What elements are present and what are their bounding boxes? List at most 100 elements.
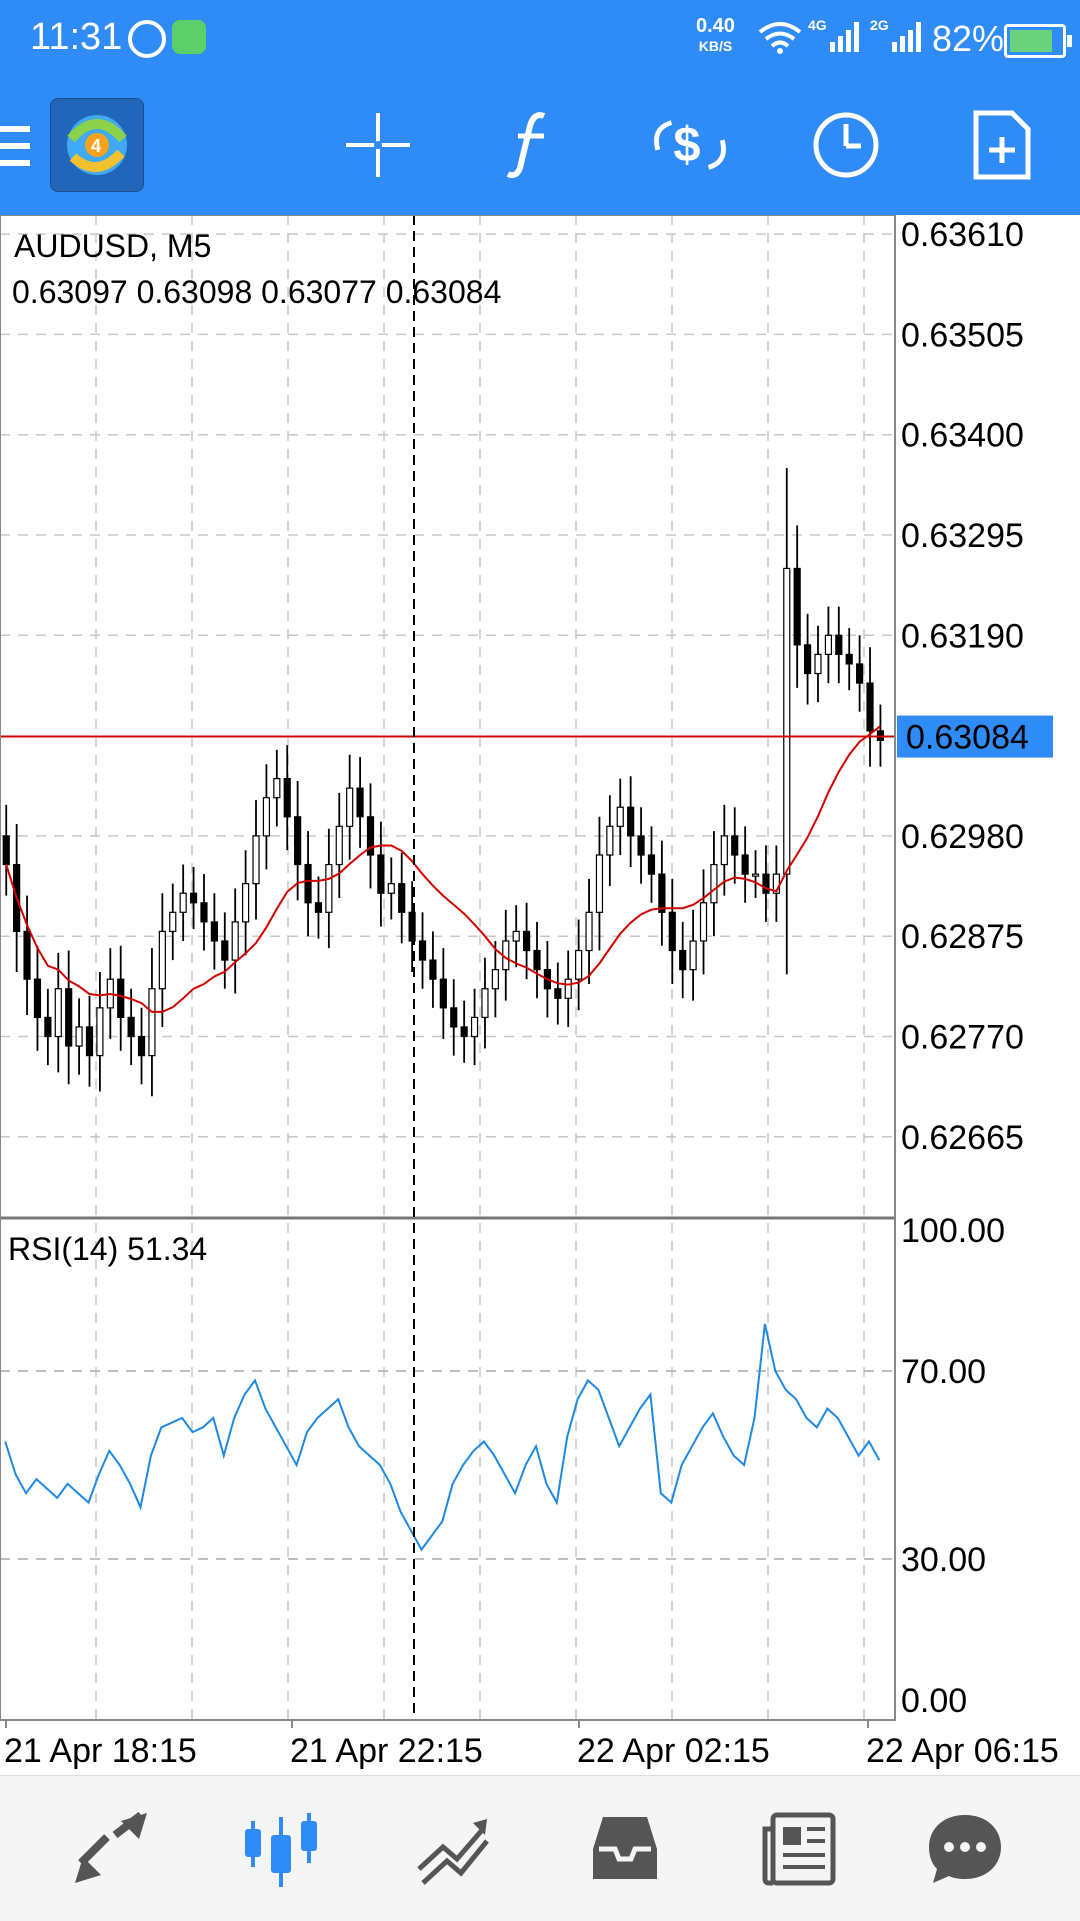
- rsi-tick-label: 0.00: [901, 1682, 967, 1720]
- clock-icon: [813, 112, 879, 178]
- candle-body: [460, 1026, 468, 1038]
- candle-body: [658, 873, 666, 913]
- price-tick-label: 0.63505: [901, 316, 1024, 354]
- status-time: 11:31: [30, 16, 123, 58]
- candle-body: [408, 911, 416, 942]
- candle-body: [242, 883, 250, 923]
- candle-body: [429, 959, 437, 980]
- menu-icon[interactable]: [0, 122, 34, 170]
- indicators-icon: [506, 112, 546, 179]
- candle-body: [418, 940, 427, 961]
- chart-area[interactable]: 0.63084 0.63610 0.63505 0.63400 0.63295 0.63…: [0, 214, 1080, 1775]
- candle-body: [262, 797, 271, 837]
- candle-body: [231, 921, 239, 961]
- candle-body: [398, 883, 406, 913]
- news-icon: [762, 1812, 836, 1886]
- candle-body: [512, 930, 520, 942]
- candle-body: [710, 863, 718, 904]
- crosshair-button[interactable]: [338, 105, 418, 185]
- candle-body: [179, 892, 187, 913]
- svg-text:4G: 4G: [808, 17, 827, 33]
- candle-body: [491, 969, 499, 990]
- candle-body: [252, 835, 260, 885]
- candle-body: [377, 854, 385, 894]
- candle-body: [450, 1007, 458, 1028]
- price-axis: 0.63610 0.63505 0.63400 0.63295 0.63190 0.629…: [901, 216, 1024, 1157]
- app-logo-icon[interactable]: 4: [50, 98, 144, 192]
- candle-body: [54, 988, 62, 1038]
- quotes-icon: [75, 1811, 147, 1883]
- rsi-tick-label: 70.00: [901, 1353, 986, 1391]
- candle-body: [273, 777, 281, 799]
- candle-body: [470, 1016, 479, 1038]
- wifi-icon: [758, 22, 802, 54]
- candle-body: [44, 1016, 52, 1038]
- candle-body: [96, 1007, 104, 1057]
- candle-body: [679, 949, 687, 971]
- candle-body: [856, 663, 864, 684]
- candle-body: [533, 949, 541, 971]
- candle-body: [751, 873, 760, 877]
- candle-body: [335, 825, 343, 866]
- indicators-button[interactable]: [494, 105, 574, 185]
- alarm-icon: [128, 20, 166, 58]
- time-tick-label: 21 Apr 18:15: [4, 1732, 197, 1770]
- rsi-tick-label: 100.00: [901, 1212, 1005, 1250]
- trade-chart-icon: [417, 1819, 489, 1885]
- price-tick-label: 0.63295: [901, 517, 1024, 555]
- candle-body: [522, 930, 531, 952]
- crosshair-icon: [346, 113, 410, 177]
- new-order-button[interactable]: [962, 105, 1042, 185]
- net-speed: 0.40 KB/S: [696, 15, 735, 54]
- candle-body: [647, 854, 656, 875]
- status-bar: 11:31 0.40 KB/S 4G 2G 82%: [0, 0, 1080, 80]
- candle-body: [346, 787, 354, 827]
- rsi-axis: 100.00 70.00 30.00 0.00: [901, 1212, 1005, 1720]
- timeframe-button[interactable]: [806, 105, 886, 185]
- candle-body: [85, 1026, 94, 1057]
- price-tick-label: 0.62665: [901, 1119, 1024, 1157]
- time-axis: 21 Apr 18:15 21 Apr 22:15 22 Apr 02:15 22 A…: [4, 1720, 1059, 1770]
- nav-chart[interactable]: [236, 1804, 326, 1894]
- candle-body: [314, 902, 323, 913]
- chat-icon: [929, 1815, 1001, 1883]
- candle-body: [803, 644, 812, 675]
- candle-body: [616, 806, 624, 827]
- candle-body: [294, 816, 302, 866]
- trade-button[interactable]: $: [650, 105, 730, 185]
- candle-body: [741, 854, 749, 875]
- battery-percent: 82%: [932, 18, 1005, 59]
- candle-body: [720, 835, 728, 866]
- candle-body: [189, 892, 198, 904]
- bottom-navigation: [0, 1775, 1080, 1921]
- rsi-tick-label: 30.00: [901, 1541, 986, 1579]
- nav-trade[interactable]: [408, 1804, 498, 1894]
- price-tick-label: 0.63190: [901, 617, 1024, 655]
- price-chart[interactable]: 0.63084 0.636100.635050.634000.632950.63…: [0, 214, 1080, 1775]
- nav-news[interactable]: [754, 1804, 844, 1894]
- candle-body: [731, 835, 739, 856]
- candle-body: [554, 988, 562, 999]
- current-price-tag: [897, 715, 1053, 758]
- price-tick-label: 0.63400: [901, 417, 1024, 455]
- candle-body: [169, 911, 177, 933]
- candle-body: [221, 940, 229, 961]
- candle-body: [783, 567, 791, 875]
- nav-quotes[interactable]: [66, 1804, 156, 1894]
- candle-body: [595, 854, 604, 913]
- signal-2g-icon: 2G: [870, 17, 921, 52]
- time-tick-label: 22 Apr 02:15: [577, 1732, 770, 1770]
- nav-history[interactable]: [580, 1804, 670, 1894]
- candle-body: [23, 930, 31, 980]
- svg-text:2G: 2G: [870, 17, 889, 33]
- candle-body: [606, 825, 614, 856]
- price-tick-label: 0.63610: [901, 216, 1024, 254]
- candle-body: [481, 988, 489, 1019]
- nav-chat[interactable]: [920, 1804, 1010, 1894]
- candle-body: [689, 940, 697, 971]
- new-order-icon: [973, 110, 1031, 180]
- candle-body: [200, 902, 208, 923]
- price-tick-label: 0.62770: [901, 1019, 1024, 1057]
- svg-text:$: $: [673, 119, 700, 173]
- candle-body: [304, 863, 312, 904]
